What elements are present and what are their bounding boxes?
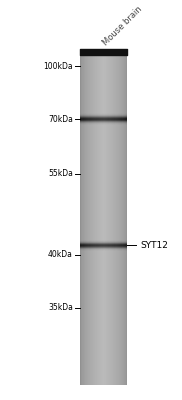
Text: 55kDa: 55kDa: [48, 169, 73, 178]
Text: 40kDa: 40kDa: [48, 250, 73, 259]
Text: 100kDa: 100kDa: [43, 62, 73, 71]
Text: 35kDa: 35kDa: [48, 303, 73, 312]
Text: Mouse brain: Mouse brain: [101, 4, 144, 48]
Text: 70kDa: 70kDa: [48, 114, 73, 124]
Text: SYT12: SYT12: [140, 241, 168, 250]
